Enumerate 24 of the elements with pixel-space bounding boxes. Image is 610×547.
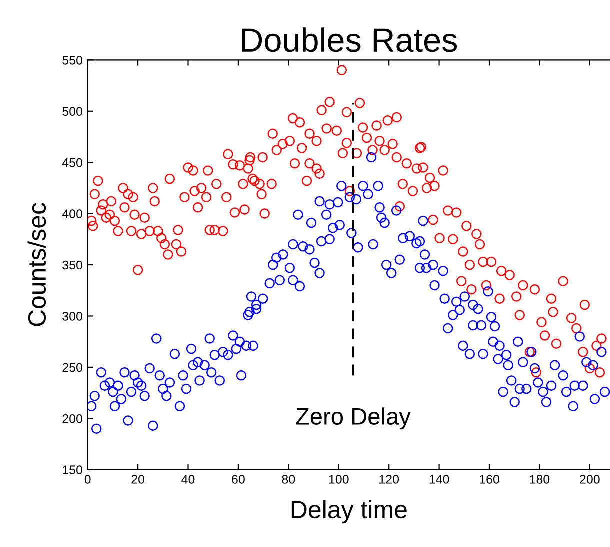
ref-line-label: Zero Delay <box>296 408 411 430</box>
x-tick-label: 120 <box>380 475 400 484</box>
chart-title: Doubles Rates <box>242 28 458 52</box>
x-tick-label: 140 <box>430 475 450 484</box>
x-tick-label: 40 <box>182 475 195 484</box>
y-tick-label: 250 <box>62 363 82 372</box>
y-tick-label: 400 <box>62 210 82 218</box>
x-tick-label: 0 <box>84 475 91 484</box>
y-tick-label: 450 <box>62 158 82 168</box>
y-tick-label: 150 <box>63 466 82 475</box>
x-tick-label: 60 <box>232 475 245 484</box>
x-tick-label: 160 <box>480 475 500 484</box>
y-axis-title: Counts/sec <box>28 203 46 326</box>
y-tick-label: 200 <box>62 414 82 424</box>
y-tick-label: 350 <box>62 260 82 270</box>
x-tick-label: 20 <box>132 475 145 484</box>
y-tick-label: 550 <box>62 56 82 65</box>
y-tick-label: 500 <box>62 107 82 116</box>
x-tick-label: 100 <box>329 475 349 484</box>
x-tick-label: 80 <box>282 475 296 484</box>
y-tick-label: 300 <box>62 312 82 321</box>
x-tick-label: 200 <box>580 475 600 484</box>
x-axis-title: Delay time <box>292 500 407 524</box>
x-tick-label: 180 <box>530 475 550 484</box>
